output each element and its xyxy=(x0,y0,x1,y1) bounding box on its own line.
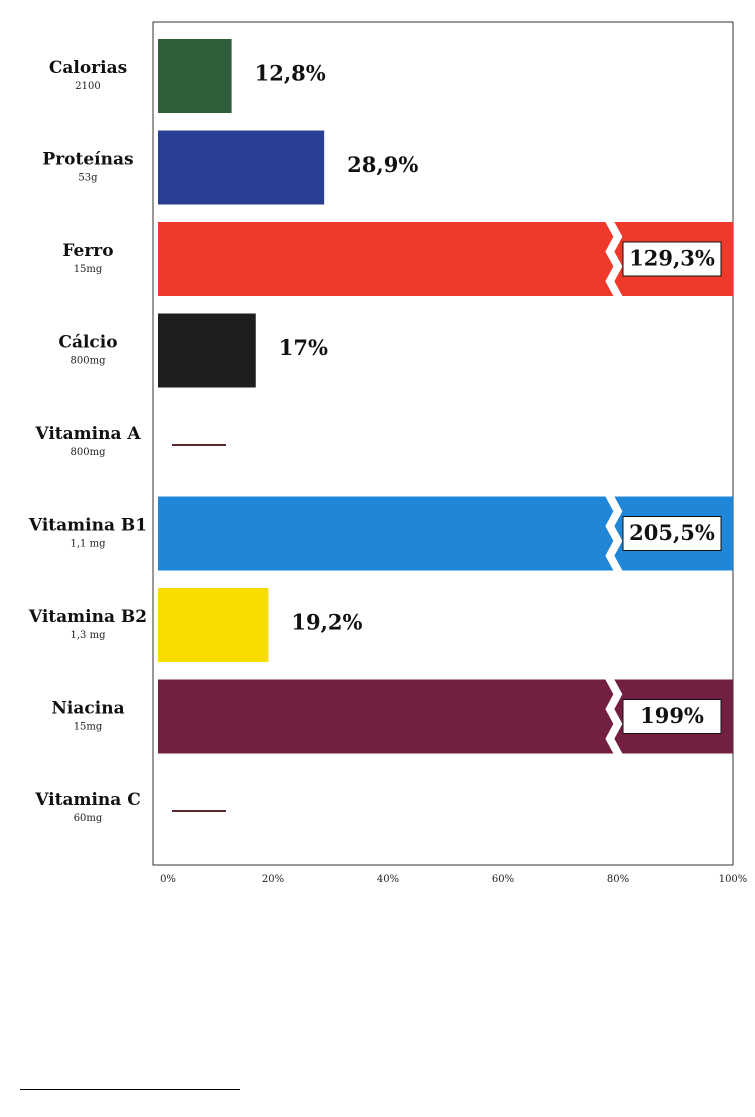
bar xyxy=(158,130,325,205)
x-tick-label: 60% xyxy=(492,874,514,885)
footnote-rule xyxy=(20,1089,240,1090)
bar xyxy=(158,588,269,662)
bar-break xyxy=(605,679,623,754)
bar xyxy=(158,313,256,388)
value-labels: 12,8% 28,9% 129,3% 17% 205,5% 19,2% 199% xyxy=(255,61,722,734)
bars xyxy=(158,39,733,812)
category-label: Niacina xyxy=(51,699,124,719)
data-label: 17% xyxy=(279,335,328,360)
data-label: 28,9% xyxy=(347,152,418,177)
category-sublabel: 800mg xyxy=(71,356,107,367)
category-sublabel: 60mg xyxy=(74,813,103,824)
category-sublabel: 15mg xyxy=(74,722,103,733)
category-sublabel: 1,1 mg xyxy=(71,539,107,550)
category-label: Vitamina B1 xyxy=(28,516,147,536)
bar xyxy=(158,39,232,113)
category-label: Vitamina C xyxy=(34,790,141,810)
bar-break xyxy=(605,222,623,296)
category-labels: Calorias 2100 Proteínas 53g Ferro 15mg Cálcio 8… xyxy=(28,58,147,824)
data-label: 19,2% xyxy=(291,610,362,635)
x-tick-label: 20% xyxy=(262,874,284,885)
data-label-box xyxy=(622,241,722,277)
category-label: Cálcio xyxy=(58,333,117,353)
category-label: Proteínas xyxy=(42,150,133,170)
x-tick-label: 40% xyxy=(377,874,399,885)
category-sublabel: 15mg xyxy=(74,264,103,275)
category-sublabel: 800mg xyxy=(71,447,107,458)
category-label: Vitamina A xyxy=(34,424,141,444)
data-label: 129,3% xyxy=(629,246,715,271)
category-label: Vitamina B2 xyxy=(28,607,147,627)
category-sublabel: 53g xyxy=(78,173,98,184)
category-sublabel: 1,3 mg xyxy=(71,630,107,641)
bar-break xyxy=(605,496,623,571)
category-sublabel: 2100 xyxy=(75,81,100,92)
x-axis-ticks: 0% 20% 40% 60% 80% 100% xyxy=(160,874,747,885)
data-label-box xyxy=(622,699,722,734)
x-tick-label: 100% xyxy=(719,874,748,885)
data-label: 205,5% xyxy=(629,520,715,545)
data-label: 199% xyxy=(640,703,704,728)
data-label-box xyxy=(622,516,722,551)
x-tick-label: 80% xyxy=(607,874,629,885)
category-label: Ferro xyxy=(62,241,113,261)
x-tick-label: 0% xyxy=(160,874,176,885)
category-label: Calorias xyxy=(49,58,127,78)
data-label: 12,8% xyxy=(255,61,326,86)
plot-frame xyxy=(152,21,734,866)
